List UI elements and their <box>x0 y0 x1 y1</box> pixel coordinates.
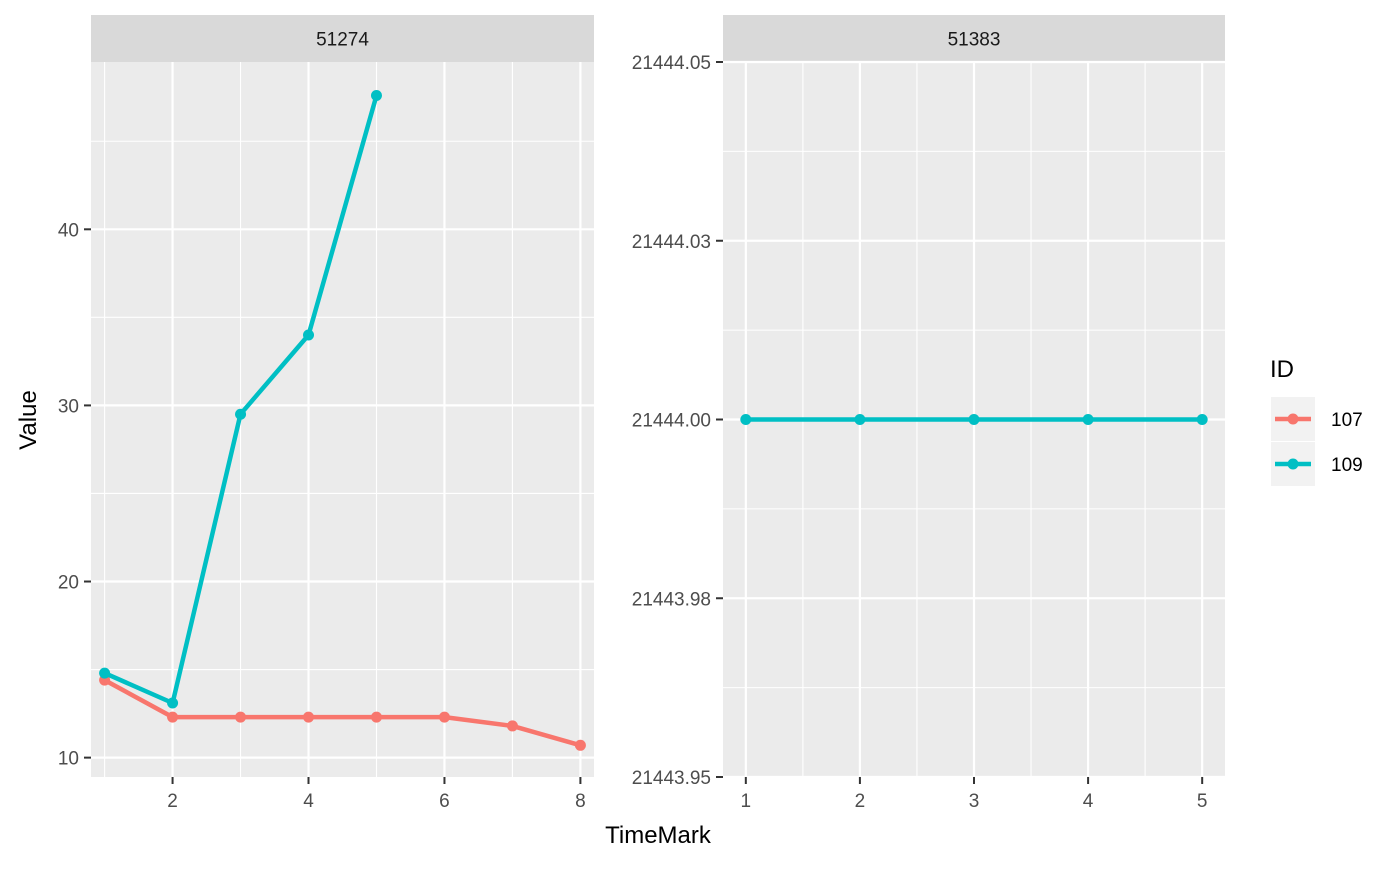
data-point-107 <box>438 711 450 723</box>
y-tick-label: 21444.05 <box>632 53 711 74</box>
data-point-107 <box>574 739 586 751</box>
legend-key-point-109 <box>1287 458 1299 470</box>
data-point-109 <box>167 697 179 709</box>
x-tick-label: 5 <box>1197 791 1208 812</box>
data-point-109 <box>968 414 980 425</box>
y-tick-label: 21443.95 <box>632 768 711 789</box>
y-axis-title: Value <box>15 390 42 450</box>
data-point-109 <box>370 89 382 101</box>
y-tick-label: 30 <box>58 396 79 417</box>
x-tick-label: 2 <box>167 791 178 812</box>
x-tick-label: 6 <box>439 791 450 812</box>
data-point-107 <box>506 720 518 732</box>
legend: ID 107 109 <box>1270 356 1363 486</box>
data-point-107 <box>167 711 179 723</box>
facet-strip <box>91 15 594 62</box>
data-point-109 <box>99 667 111 679</box>
legend-label-109: 109 <box>1331 455 1363 476</box>
x-tick-label: 8 <box>575 791 586 812</box>
x-tick-label: 2 <box>855 791 866 812</box>
legend-title: ID <box>1270 356 1294 383</box>
facet-strip-label: 51383 <box>948 30 1001 51</box>
y-tick-label: 21444.00 <box>632 411 711 432</box>
data-point-109 <box>854 414 866 425</box>
facet-panel-51383: 5138321443.9521443.9821444.0021444.03214… <box>632 15 1225 812</box>
data-point-107 <box>235 711 247 723</box>
data-point-109 <box>1082 414 1094 425</box>
panel-background <box>91 62 594 777</box>
data-point-109 <box>740 414 752 425</box>
data-point-107 <box>370 711 382 723</box>
y-tick-label: 10 <box>58 749 79 770</box>
facet-strip-label: 51274 <box>316 30 369 51</box>
x-tick-label: 4 <box>303 791 314 812</box>
x-tick-label: 4 <box>1083 791 1094 812</box>
legend-label-107: 107 <box>1331 410 1363 431</box>
data-point-109 <box>1196 414 1208 425</box>
y-tick-label: 20 <box>58 573 79 594</box>
data-point-107 <box>303 711 315 723</box>
legend-key-point-107 <box>1287 413 1299 425</box>
facet-panel-51274: 51274 10 20 30 40 2 4 6 8 <box>58 15 594 812</box>
data-point-109 <box>303 329 315 341</box>
x-tick-label: 1 <box>741 791 752 812</box>
facet-strip <box>723 15 1225 62</box>
y-tick-label: 21444.03 <box>632 232 711 253</box>
x-axis-title: TimeMark <box>605 822 712 849</box>
x-tick-label: 3 <box>969 791 980 812</box>
y-tick-label: 40 <box>58 220 79 241</box>
y-tick-label: 21443.98 <box>632 589 711 610</box>
data-point-109 <box>235 408 247 420</box>
series-line-107 <box>103 678 582 748</box>
